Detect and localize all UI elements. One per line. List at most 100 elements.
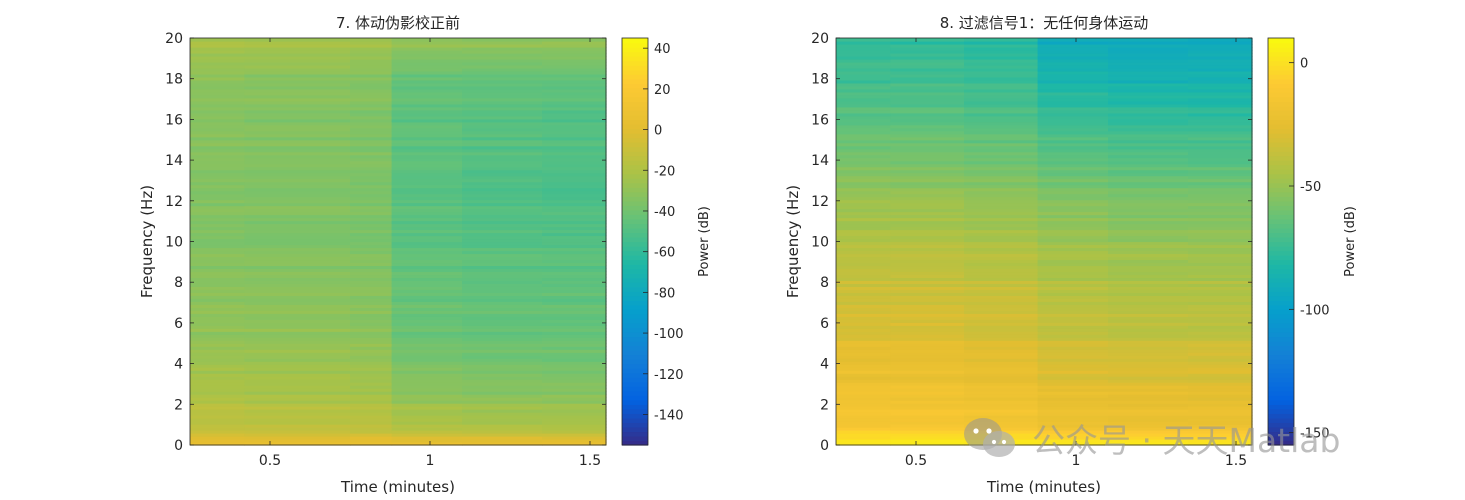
heatmap-cell	[391, 304, 463, 308]
heatmap-cell	[244, 313, 351, 317]
heatmap-cell	[350, 385, 393, 389]
heatmap-cell	[190, 106, 245, 111]
heatmap-cell	[190, 175, 245, 180]
colorbar-swatch	[1268, 214, 1294, 220]
heatmap-cell	[964, 67, 1039, 72]
heatmap-cell	[1037, 439, 1109, 443]
heatmap-cell	[1037, 421, 1109, 425]
heatmap-cell	[1037, 418, 1109, 422]
heatmap-cell	[1037, 151, 1109, 156]
colorbar-swatch	[622, 132, 648, 139]
heatmap-cell	[1188, 373, 1253, 377]
heatmap-cell	[964, 127, 1039, 132]
heatmap-cell	[1188, 235, 1253, 240]
heatmap-cell	[190, 310, 245, 314]
heatmap-cell	[1037, 235, 1109, 240]
heatmap-cell	[391, 430, 463, 434]
heatmap-cell	[1188, 346, 1253, 350]
heatmap-cell	[542, 193, 607, 198]
heatmap-cell	[350, 49, 393, 54]
heatmap-cell	[542, 112, 607, 117]
heatmap-cell	[542, 376, 607, 380]
heatmap-cell	[1037, 379, 1109, 383]
heatmap-cell	[964, 79, 1039, 84]
heatmap-cell	[244, 187, 351, 192]
heatmap-cell	[190, 316, 245, 320]
heatmap-cell	[244, 325, 351, 329]
heatmap-cell	[391, 190, 463, 195]
colorbar-swatch	[622, 92, 648, 98]
heatmap-cell	[1108, 316, 1189, 320]
y-tick-label: 20	[165, 31, 183, 47]
heatmap-cell	[391, 361, 463, 365]
heatmap-cell	[462, 259, 543, 264]
heatmap-cell	[350, 169, 393, 174]
heatmap-cell	[1108, 433, 1189, 437]
heatmap-cell	[244, 73, 351, 78]
heatmap-cell	[350, 196, 393, 201]
heatmap-cell	[1108, 313, 1189, 317]
heatmap-cell	[190, 40, 245, 45]
heatmap-cell	[391, 259, 463, 264]
heatmap-cell	[1188, 244, 1253, 249]
heatmap-cell	[1108, 361, 1189, 365]
heatmap-cell	[1188, 103, 1253, 108]
heatmap-cell	[542, 424, 607, 428]
colorbar-swatch	[1268, 142, 1294, 148]
colorbar-swatch	[622, 123, 648, 130]
heatmap-cell	[1037, 232, 1109, 237]
heatmap-cell	[462, 160, 543, 165]
heatmap-cell	[1037, 289, 1109, 293]
heatmap-cell	[836, 49, 891, 54]
y-tick-label: 8	[820, 275, 829, 291]
heatmap-cell	[1037, 178, 1109, 183]
heatmap-cell	[190, 118, 245, 123]
heatmap-cell	[1037, 292, 1109, 296]
heatmap-cell	[350, 118, 393, 123]
colorbar-swatch	[1268, 137, 1294, 143]
heatmap-cell	[190, 151, 245, 156]
colorbar-swatch	[1268, 110, 1294, 116]
heatmap-cell	[391, 160, 463, 165]
heatmap-cell	[1037, 208, 1109, 213]
heatmap-cell	[836, 256, 891, 261]
heatmap-cell	[836, 322, 891, 326]
heatmap-cell	[1108, 187, 1189, 192]
heatmap-cell	[964, 400, 1039, 404]
heatmap-cell	[542, 151, 607, 156]
heatmap-cell	[542, 85, 607, 90]
heatmap-cell	[1037, 196, 1109, 201]
heatmap-cell	[462, 58, 543, 63]
heatmap-cell	[1108, 376, 1189, 380]
heatmap-cell	[244, 160, 351, 165]
colorbar-swatch	[622, 142, 648, 148]
x-axis-label: Time (minutes)	[986, 478, 1101, 496]
heatmap-cell	[391, 49, 463, 54]
y-tick-label: 2	[174, 397, 183, 413]
heatmap-cell	[890, 205, 965, 210]
heatmap-cell	[190, 280, 245, 284]
heatmap-cell	[1188, 274, 1253, 279]
heatmap-cell	[836, 205, 891, 210]
heatmap-cell	[1037, 193, 1109, 198]
heatmap-cell	[190, 70, 245, 75]
heatmap-cell	[1188, 241, 1253, 246]
heatmap-cell	[1188, 211, 1253, 216]
heatmap-cell	[1188, 49, 1253, 54]
heatmap-cell	[244, 301, 351, 305]
colorbar-swatch	[1268, 431, 1294, 437]
heatmap-cell	[244, 211, 351, 216]
colorbar-swatch	[1268, 417, 1294, 423]
heatmap-cell	[542, 184, 607, 189]
heatmap-cell	[836, 307, 891, 311]
heatmap-cell	[391, 58, 463, 63]
heatmap-cell	[836, 38, 891, 42]
heatmap-cell	[890, 337, 965, 341]
heatmap-cell	[542, 313, 607, 317]
heatmap-cell	[1037, 73, 1109, 78]
y-axis-label: Frequency (Hz)	[138, 185, 156, 298]
heatmap-cell	[1108, 328, 1189, 332]
heatmap-cell	[964, 199, 1039, 204]
heatmap-cell	[1188, 190, 1253, 195]
heatmap-cell	[244, 220, 351, 225]
